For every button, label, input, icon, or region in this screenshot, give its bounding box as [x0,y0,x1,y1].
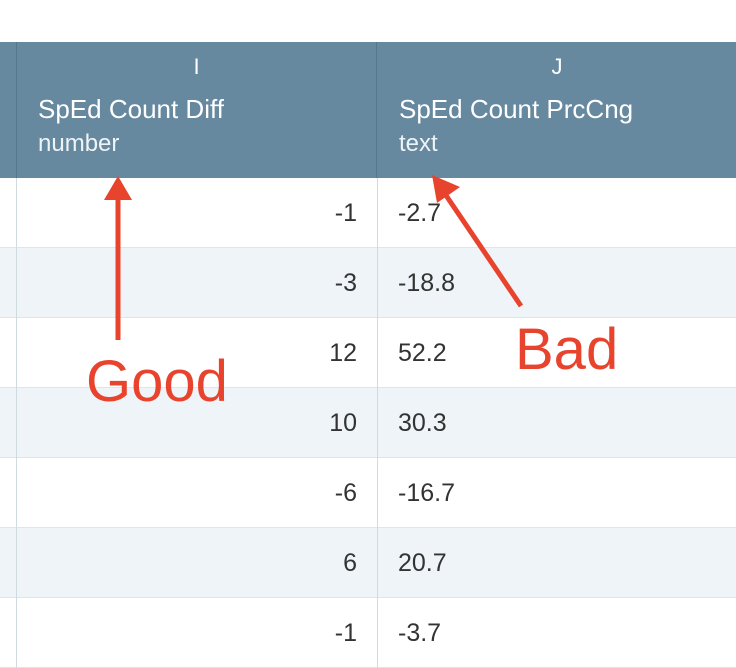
column-letter: J [551,54,563,79]
table-row[interactable]: 6 20.7 [0,528,736,598]
column-letter: I [193,54,200,79]
table-row[interactable]: -1 -3.7 [0,598,736,668]
cell-sped-count-diff[interactable]: -3 [17,248,378,318]
cell-sped-count-prccng[interactable]: 30.3 [398,409,447,437]
cell-sped-count-diff[interactable]: -1 [17,598,378,668]
annotation-good-label: Good [86,349,228,414]
cell-sped-count-prccng[interactable]: 52.2 [398,339,447,367]
column-header-i[interactable]: I SpEd Count Diff number [17,42,377,178]
cell-sped-count-prccng[interactable]: -18.8 [398,269,455,297]
annotation-bad-label: Bad [515,317,619,382]
column-type: number [38,130,120,157]
table-row[interactable]: -6 -16.7 [0,458,736,528]
table-row[interactable]: 12 52.2 [0,318,736,388]
table-row[interactable]: -3 -18.8 [0,248,736,318]
row-stub [0,528,17,598]
cell-sped-count-diff[interactable]: -1 [17,178,378,248]
cell-sped-count-prccng[interactable]: -3.7 [398,619,442,647]
cell-sped-count-diff[interactable]: 6 [17,528,378,598]
cell-sped-count-diff[interactable]: 12 [17,318,378,388]
table-row[interactable]: -1 -2.7 [0,178,736,248]
column-title: SpEd Count PrcCng [399,94,634,124]
cell-sped-count-diff[interactable]: 10 [17,388,378,458]
cell-sped-count-prccng[interactable]: -2.7 [398,199,442,227]
row-stub [0,178,17,248]
column-type: text [399,130,438,157]
row-stub [0,388,17,458]
column-title: SpEd Count Diff [38,94,224,124]
column-header-stub[interactable] [0,42,17,178]
row-stub [0,598,17,668]
data-table: I SpEd Count Diff number J SpEd Count Pr… [0,42,736,668]
table-header: I SpEd Count Diff number J SpEd Count Pr… [0,42,736,178]
cell-sped-count-prccng[interactable]: 20.7 [398,549,447,577]
table-row[interactable]: 10 30.3 [0,388,736,458]
row-stub [0,458,17,528]
column-header-j[interactable]: J SpEd Count PrcCng text [378,42,736,178]
cell-sped-count-diff[interactable]: -6 [17,458,378,528]
row-stub [0,318,17,388]
cell-sped-count-prccng[interactable]: -16.7 [398,479,455,507]
row-stub [0,248,17,318]
